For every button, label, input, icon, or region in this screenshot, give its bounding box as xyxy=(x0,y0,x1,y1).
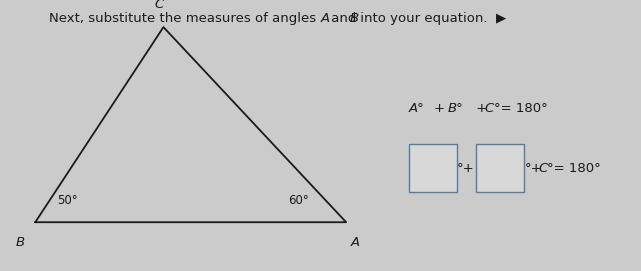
Text: C: C xyxy=(154,0,163,11)
Text: Next, substitute the measures of angles: Next, substitute the measures of angles xyxy=(49,12,320,25)
Text: A: A xyxy=(320,12,329,25)
Text: +: + xyxy=(433,102,444,115)
Text: into your equation.  ▶: into your equation. ▶ xyxy=(356,12,506,25)
Text: A: A xyxy=(351,236,360,249)
FancyBboxPatch shape xyxy=(476,144,524,192)
Text: A°: A° xyxy=(409,102,425,115)
Text: B: B xyxy=(16,236,25,249)
Text: 50°: 50° xyxy=(57,194,78,207)
Text: °+: °+ xyxy=(524,162,542,175)
Text: °= 180°: °= 180° xyxy=(547,162,601,175)
Text: C: C xyxy=(485,102,494,115)
Text: and: and xyxy=(327,12,360,25)
Text: °= 180°: °= 180° xyxy=(494,102,547,115)
Text: C: C xyxy=(538,162,547,175)
Text: °+: °+ xyxy=(457,162,474,175)
Text: B: B xyxy=(350,12,359,25)
Text: B°: B° xyxy=(447,102,463,115)
Text: 60°: 60° xyxy=(288,194,308,207)
Text: +: + xyxy=(472,102,487,115)
FancyBboxPatch shape xyxy=(409,144,457,192)
